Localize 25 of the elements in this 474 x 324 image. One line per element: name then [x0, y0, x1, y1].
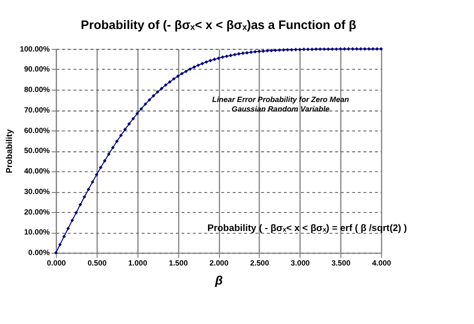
y-tick-label: 80.00%	[24, 85, 50, 94]
x-tick-label: 2.000	[210, 258, 228, 268]
annotation: Probability ( - βσₓ< x < βσₓ) = erf ( β /sqrt(2) )	[207, 222, 407, 234]
y-tick-label: 90.00%	[24, 64, 50, 74]
chart-title: Probability of (- βσₓ< x < βσₓ)as a Function of β	[80, 18, 357, 32]
y-tick-label: 20.00%	[24, 207, 50, 216]
x-axis-title: β	[214, 274, 224, 288]
y-tick-label: 30.00%	[24, 186, 50, 196]
x-tick-label: 0.000	[46, 258, 66, 268]
y-axis-title: Probability	[4, 129, 14, 174]
y-tick-label: 50.00%	[24, 146, 50, 156]
x-tick-label: 2.500	[250, 258, 270, 268]
y-tick-label: 10.00%	[24, 228, 50, 237]
y-tick-label: 100.00%	[20, 44, 50, 54]
x-tick-label: 4.000	[372, 258, 392, 268]
x-tick-label: 1.500	[168, 258, 188, 268]
annotation: Linear Error Probability for Zero Mean Gaussian Random Variable	[212, 95, 350, 114]
y-tick-label: 60.00%	[24, 126, 50, 135]
y-tick-label: 0.00%	[28, 248, 50, 258]
x-tick-label: 3.500	[331, 258, 350, 268]
y-tick-label: 70.00%	[24, 105, 50, 114]
x-tick-label: 0.500	[88, 258, 107, 268]
x-tick-label: 1.000	[128, 258, 148, 268]
y-tick-label: 40.00%	[24, 166, 50, 176]
x-tick-label: 3.000	[290, 258, 310, 268]
